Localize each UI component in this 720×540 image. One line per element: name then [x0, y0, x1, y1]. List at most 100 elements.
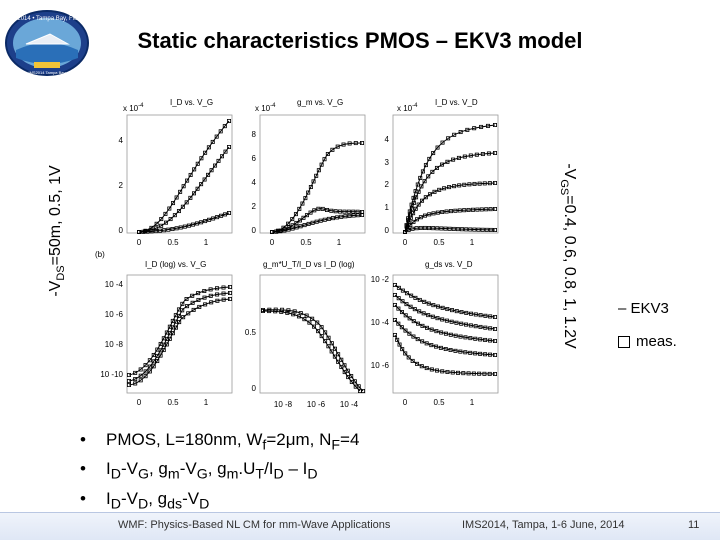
measurement-marker — [312, 208, 317, 213]
measurement-marker — [453, 208, 458, 213]
measurement-marker — [333, 209, 338, 214]
measurement-marker — [444, 318, 449, 323]
measurement-marker — [464, 227, 469, 232]
measurement-marker — [310, 316, 315, 321]
measurement-marker — [392, 302, 397, 307]
measurement-marker — [468, 350, 473, 355]
measurement-marker — [290, 223, 295, 228]
measurement-marker — [279, 309, 284, 314]
measurement-marker — [454, 309, 459, 314]
measurement-marker — [290, 217, 295, 222]
measurement-marker — [335, 215, 340, 220]
measurement-marker — [161, 348, 166, 353]
measurement-marker — [403, 328, 408, 333]
curve-id-vg-2 — [138, 146, 230, 233]
measurement-marker — [451, 157, 456, 162]
measurement-marker — [464, 322, 469, 327]
measurement-marker — [167, 336, 172, 341]
measurement-marker — [149, 225, 154, 230]
measurement-marker — [227, 290, 232, 295]
measurement-marker — [395, 337, 400, 342]
p11-title: I_D vs. V_G — [170, 98, 213, 107]
measurement-marker — [180, 204, 185, 209]
measurement-marker — [443, 331, 448, 336]
measurement-marker — [399, 325, 404, 330]
measurement-marker — [343, 214, 348, 219]
legend: – EKV3 meas. — [618, 292, 677, 358]
measurement-marker — [396, 321, 401, 326]
measurement-marker — [487, 371, 492, 376]
measurement-marker — [167, 206, 172, 211]
measurement-marker — [151, 353, 156, 358]
measurement-marker — [307, 320, 312, 325]
measurement-marker — [186, 311, 191, 316]
measurement-marker — [147, 358, 152, 363]
measurement-marker — [355, 209, 360, 214]
measurement-marker — [159, 223, 164, 228]
measurement-marker — [400, 299, 405, 304]
measurement-marker — [176, 313, 181, 318]
measurement-marker — [199, 220, 204, 225]
measurement-marker — [465, 127, 470, 132]
measurement-marker — [457, 208, 462, 213]
measurement-marker — [280, 307, 285, 312]
measurement-marker — [158, 353, 163, 358]
measurement-marker — [434, 165, 439, 170]
measurement-marker — [426, 301, 431, 306]
footer-bar — [0, 512, 720, 540]
measurement-marker — [143, 369, 148, 374]
measurement-marker — [304, 213, 309, 218]
measurement-marker — [319, 334, 324, 339]
measurement-marker — [429, 343, 434, 348]
measurement-marker — [153, 229, 158, 234]
svg-text:0.5: 0.5 — [167, 238, 179, 247]
measurement-marker — [153, 226, 158, 231]
measurement-marker — [310, 220, 315, 225]
measurement-marker — [329, 349, 334, 354]
square-marker-icon — [618, 336, 630, 349]
measurement-marker — [219, 213, 224, 218]
measurement-marker — [406, 220, 411, 225]
measurement-marker — [444, 209, 449, 214]
measurement-marker — [434, 344, 439, 349]
measurement-marker — [473, 312, 478, 317]
measurement-marker — [435, 316, 440, 321]
measurement-marker — [429, 367, 434, 372]
measurement-marker — [274, 229, 279, 234]
measurement-marker — [420, 339, 425, 344]
measurement-marker — [456, 370, 461, 375]
svg-text:10 -8: 10 -8 — [274, 400, 293, 409]
measurement-marker — [226, 145, 231, 150]
measurement-marker — [438, 345, 443, 350]
measurement-marker — [418, 175, 423, 180]
measurement-marker — [431, 151, 436, 156]
measurement-marker — [163, 211, 168, 216]
measurement-marker — [154, 221, 159, 226]
measurement-marker — [484, 207, 489, 212]
curve-gds-2 — [394, 294, 496, 330]
measurement-marker — [464, 310, 469, 315]
measurement-marker — [301, 215, 306, 220]
panel-gm-vg — [259, 114, 366, 234]
svg-text:0: 0 — [385, 226, 390, 235]
measurement-marker — [180, 301, 185, 306]
measurement-marker — [431, 303, 436, 308]
measurement-marker — [413, 295, 418, 300]
measurement-marker — [486, 151, 491, 156]
characteristics-figure: x 10-4 I_D vs. V_G x 10-4 g_m vs. V_G x … — [95, 98, 499, 409]
measurement-marker — [260, 308, 265, 313]
svg-text:1: 1 — [337, 238, 342, 247]
measurement-marker — [442, 186, 447, 191]
measurement-marker — [492, 123, 497, 128]
measurement-marker — [346, 375, 351, 380]
curve-gds-5 — [394, 334, 496, 375]
svg-text:0: 0 — [252, 384, 257, 393]
measurement-marker — [203, 302, 208, 307]
measurement-marker — [453, 348, 458, 353]
panel-gmut-id — [259, 274, 366, 394]
measurement-marker — [484, 227, 489, 232]
measurement-marker — [226, 211, 231, 216]
panel-b-label: (b) — [95, 250, 105, 259]
measurement-marker — [197, 304, 202, 309]
measurement-marker — [127, 378, 132, 383]
